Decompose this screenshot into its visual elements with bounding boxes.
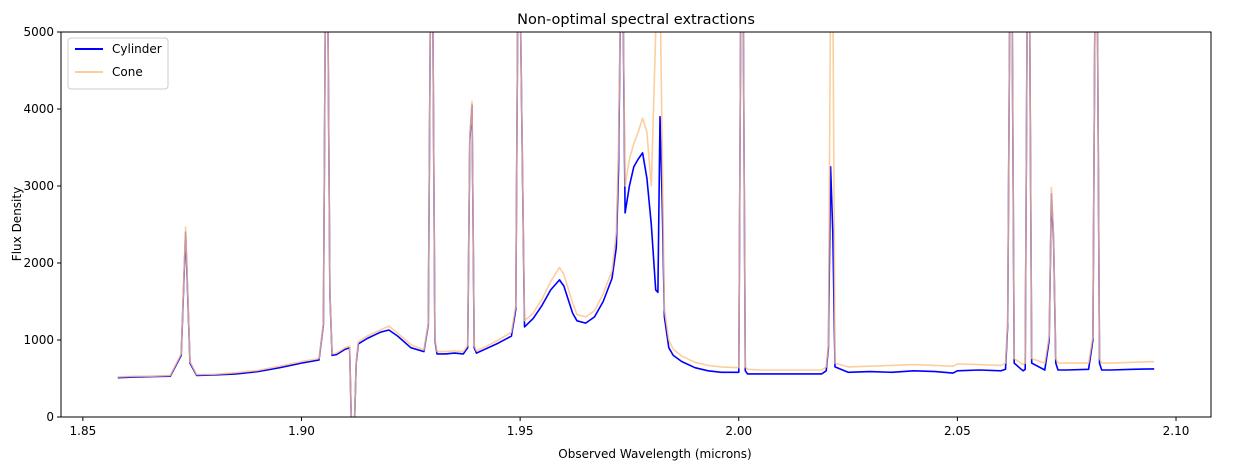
series-layer [117, 32, 1155, 417]
x-tick-label: 1.95 [507, 424, 534, 438]
y-tick-label: 4000 [23, 102, 54, 116]
x-tick-label: 2.05 [944, 424, 971, 438]
series-line-cone [117, 32, 1155, 417]
x-tick-label: 1.90 [288, 424, 315, 438]
y-axis: 0 1000 2000 3000 4000 5000 [23, 25, 61, 424]
y-axis-label: Flux Density [10, 187, 24, 261]
x-tick-label: 2.10 [1163, 424, 1190, 438]
y-tick-label: 2000 [23, 256, 54, 270]
y-tick-label: 5000 [23, 25, 54, 39]
legend-label-cone: Cone [112, 65, 143, 79]
legend: Cylinder Cone [67, 37, 169, 90]
y-tick-label: 3000 [23, 179, 54, 193]
chart-title: Non-optimal spectral extractions [517, 12, 755, 28]
x-tick-label: 2.00 [725, 424, 752, 438]
legend-box [67, 37, 169, 90]
y-tick-label: 1000 [23, 333, 54, 347]
x-axis: 1.85 1.90 1.95 2.00 2.05 2.10 [70, 417, 1190, 438]
plot-frame [60, 31, 1212, 418]
x-axis-label: Observed Wavelength (microns) [558, 447, 751, 461]
x-tick-label: 1.85 [70, 424, 97, 438]
y-tick-label: 0 [46, 410, 54, 424]
legend-label-cylinder: Cylinder [112, 42, 162, 56]
